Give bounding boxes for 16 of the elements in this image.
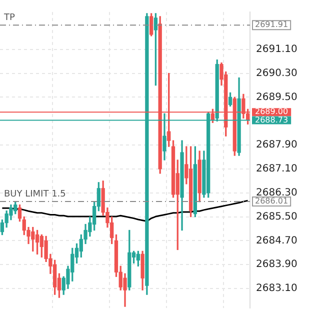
ref-line-label: 2689.00	[255, 107, 288, 116]
y-tick-label: 2686.30	[256, 187, 298, 198]
y-tick-label: 2689.50	[256, 92, 298, 103]
y-tick-label: 2687.90	[256, 140, 298, 151]
y-tick-label: 2687.10	[256, 164, 298, 175]
ref-line-label: TP	[3, 13, 16, 23]
ref-line-label: BUY LIMIT 1.5	[4, 189, 66, 200]
ref-line-label: 2688.73	[255, 115, 288, 124]
y-tick-label: 2684.70	[256, 235, 298, 246]
y-tick-label: 2683.90	[256, 259, 298, 270]
y-tick-label: 2683.10	[256, 283, 298, 294]
text: 2686.01	[255, 196, 288, 206]
y-tick-label: 2691.10	[256, 44, 298, 55]
y-tick-label: 2690.30	[256, 68, 298, 79]
text: 2691.91	[255, 20, 288, 30]
y-tick-label: 2685.50	[256, 211, 298, 222]
